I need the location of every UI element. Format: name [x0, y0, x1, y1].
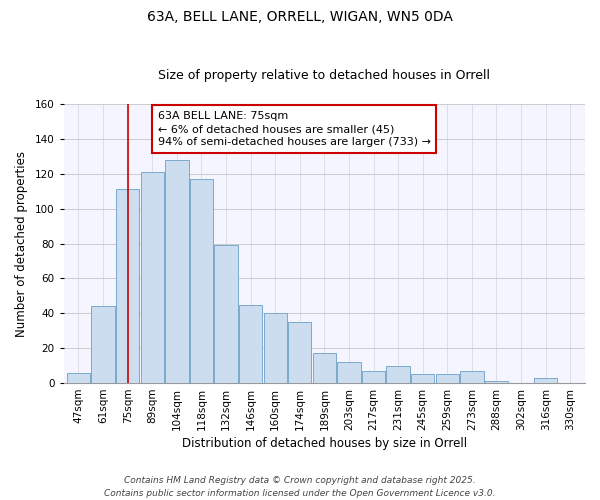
Bar [362, 371, 385, 383]
Text: Contains HM Land Registry data © Crown copyright and database right 2025.
Contai: Contains HM Land Registry data © Crown c… [104, 476, 496, 498]
Title: Size of property relative to detached houses in Orrell: Size of property relative to detached ho… [158, 69, 490, 82]
Bar [534, 378, 557, 383]
Bar [91, 306, 115, 383]
Text: 63A, BELL LANE, ORRELL, WIGAN, WN5 0DA: 63A, BELL LANE, ORRELL, WIGAN, WN5 0DA [147, 10, 453, 24]
Bar [190, 179, 213, 383]
Bar [436, 374, 459, 383]
Bar [313, 354, 336, 383]
Bar [239, 304, 262, 383]
X-axis label: Distribution of detached houses by size in Orrell: Distribution of detached houses by size … [182, 437, 467, 450]
Y-axis label: Number of detached properties: Number of detached properties [15, 150, 28, 336]
Bar [116, 190, 139, 383]
Bar [140, 172, 164, 383]
Bar [263, 314, 287, 383]
Bar [485, 382, 508, 383]
Bar [67, 372, 90, 383]
Bar [460, 371, 484, 383]
Bar [165, 160, 188, 383]
Bar [337, 362, 361, 383]
Bar [288, 322, 311, 383]
Bar [386, 366, 410, 383]
Bar [411, 374, 434, 383]
Bar [214, 246, 238, 383]
Text: 63A BELL LANE: 75sqm
← 6% of detached houses are smaller (45)
94% of semi-detach: 63A BELL LANE: 75sqm ← 6% of detached ho… [158, 111, 431, 148]
